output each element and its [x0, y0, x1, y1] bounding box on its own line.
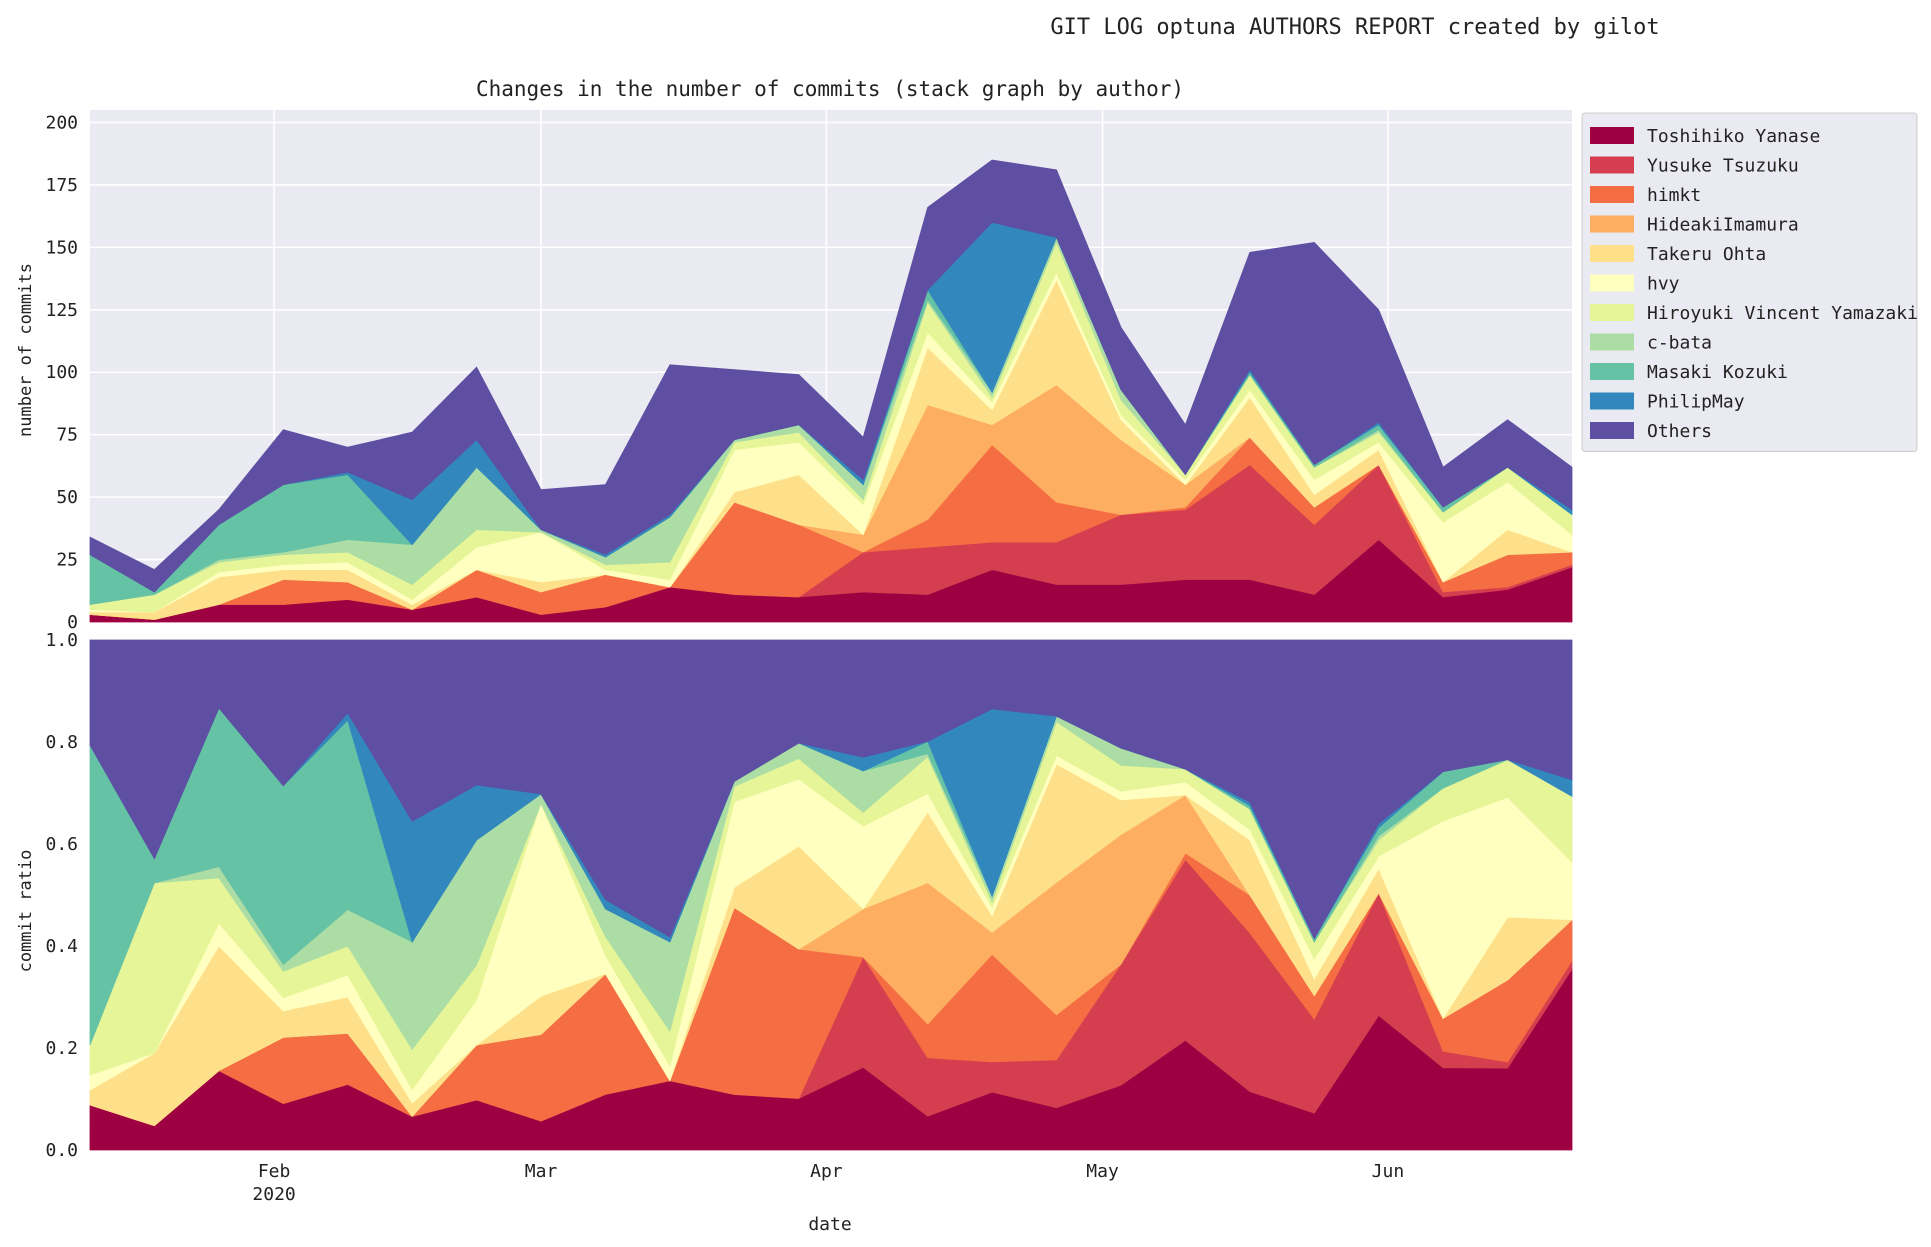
bottom-xtick-label: Jun [1372, 1161, 1405, 1182]
top-ytick-label: 125 [45, 300, 78, 321]
top-ytick-label: 150 [45, 237, 78, 258]
legend-swatch [1590, 422, 1634, 439]
legend-label: Toshihiko Yanase [1647, 126, 1820, 147]
bottom-ytick-label: 0.2 [45, 1038, 78, 1059]
top-ytick-label: 100 [45, 362, 78, 383]
bottom-xlabel: date [808, 1214, 851, 1235]
top-area-others [89, 159, 1573, 593]
legend-label: Hiroyuki Vincent Yamazaki [1647, 303, 1918, 324]
legend-label: hvy [1647, 274, 1680, 295]
legend-label: HideakiImamura [1647, 215, 1799, 236]
report-title: GIT LOG optuna AUTHORS REPORT created by… [1050, 15, 1659, 40]
bottom-ytick-label: 1.0 [45, 630, 78, 651]
top-ytick-label: 0 [67, 612, 78, 633]
legend-swatch [1590, 333, 1634, 351]
top-ylabel: number of commits [16, 263, 36, 437]
bottom-xtick-label: Mar [525, 1161, 558, 1182]
top-ytick-label: 75 [56, 425, 78, 446]
bottom-ytick-label: 0.8 [45, 732, 78, 753]
legend: Toshihiko Yanase Yusuke Tsuzuku himkt Hidea… [1581, 112, 1918, 452]
legend-swatch [1590, 215, 1634, 233]
chart-title: Changes in the number of commits (stack … [476, 77, 1184, 101]
bottom-xtick-sublabel: 2020 [252, 1184, 295, 1205]
bottom-xtick-label: Apr [810, 1161, 843, 1182]
legend-box [1581, 112, 1918, 452]
legend-label: c-bata [1647, 333, 1712, 354]
legend-swatch [1590, 363, 1634, 380]
bottom-xtick-label: Feb [258, 1161, 291, 1182]
legend-swatch [1590, 304, 1634, 321]
bottom-xtick-label: May [1086, 1161, 1119, 1182]
top-ytick-label: 25 [56, 550, 78, 571]
legend-swatch [1590, 245, 1634, 262]
legend-swatch [1590, 392, 1634, 410]
bottom-ylabel: commit ratio [16, 850, 36, 973]
bottom-area-others [89, 639, 1573, 940]
legend-swatch [1590, 156, 1634, 174]
bottom-ytick-label: 0.4 [45, 936, 78, 957]
legend-swatch [1590, 186, 1634, 203]
legend-label: Yusuke Tsuzuku [1647, 156, 1799, 177]
top-ytick-label: 50 [56, 487, 78, 508]
top-ytick-label: 200 [45, 112, 78, 133]
bottom-ytick-label: 0.6 [45, 834, 78, 855]
legend-label: Others [1647, 421, 1712, 442]
legend-label: PhilipMay [1647, 392, 1745, 413]
top-ytick-label: 175 [45, 175, 78, 196]
stacked-commits-plot: 0 25 50 75 100 125 150 175 200 [45, 110, 1573, 633]
legend-swatch [1590, 127, 1634, 144]
bottom-ytick-label: 0.0 [45, 1140, 78, 1161]
legend-label: Masaki Kozuki [1647, 362, 1788, 383]
legend-swatch [1590, 274, 1634, 292]
legend-label: Takeru Ohta [1647, 244, 1766, 265]
legend-label: himkt [1647, 185, 1701, 206]
